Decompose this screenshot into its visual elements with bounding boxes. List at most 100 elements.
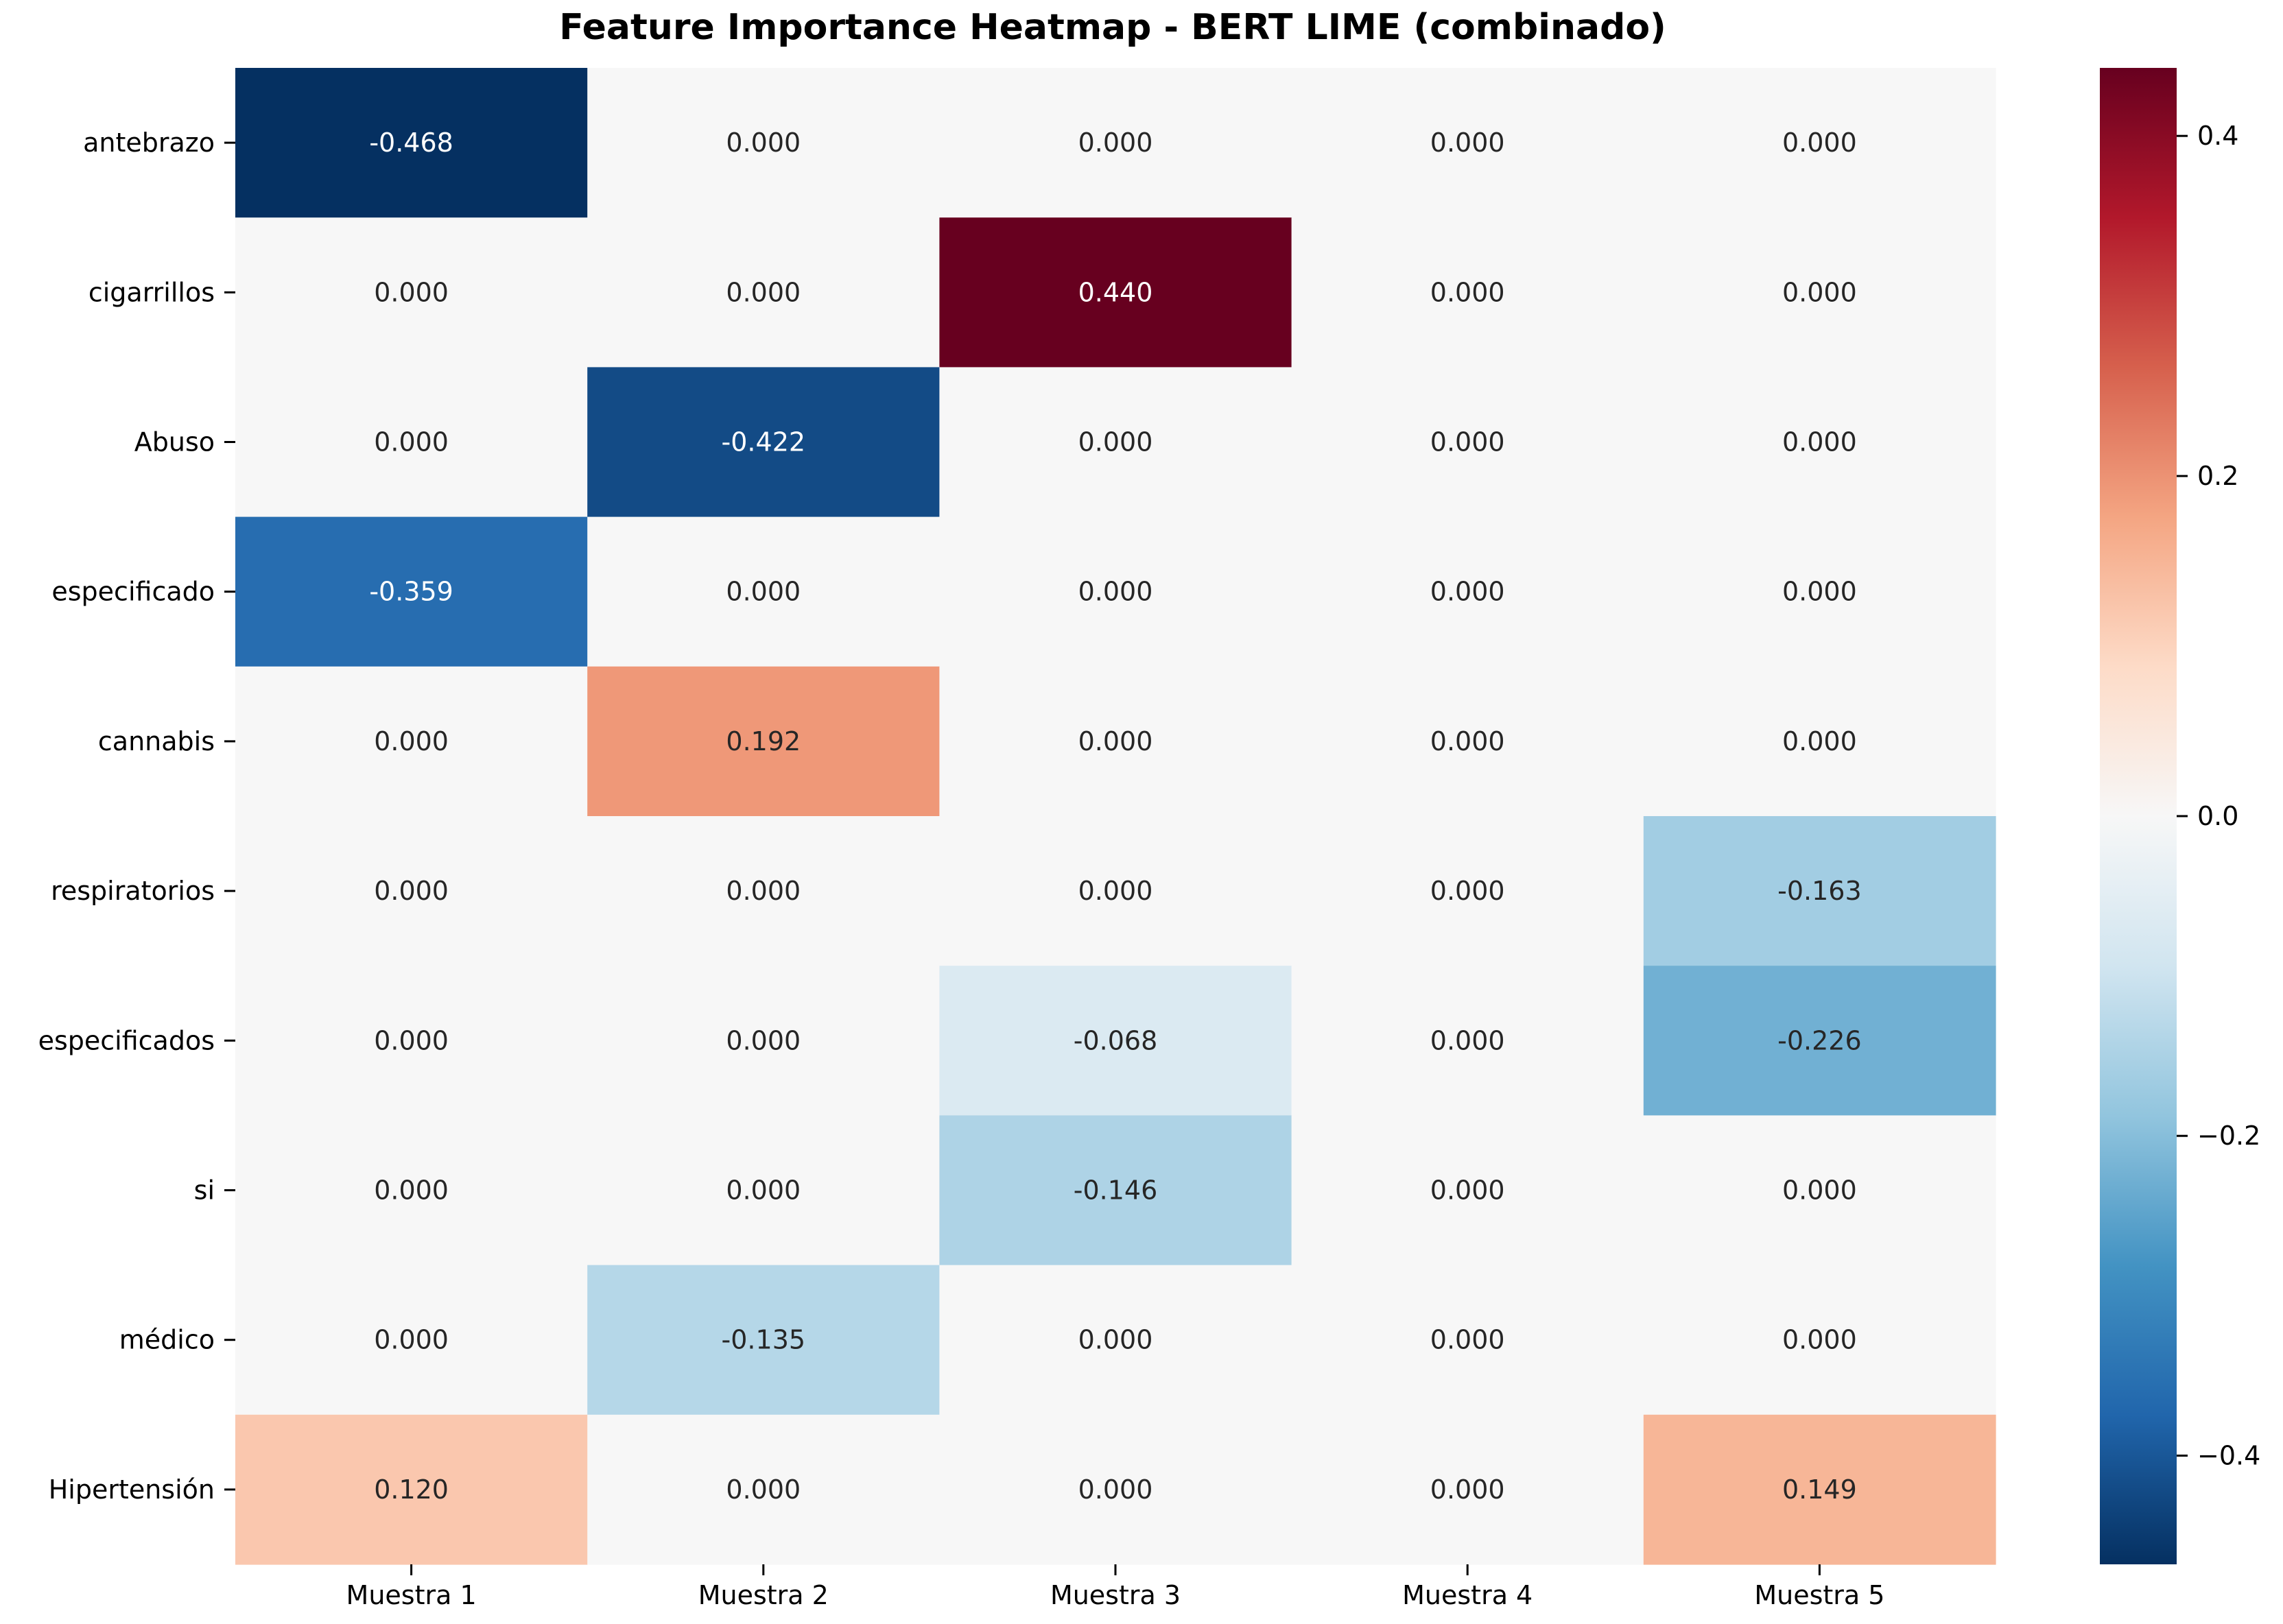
cell-value-label: 0.000 xyxy=(1430,1175,1505,1206)
cell-value-label: -0.163 xyxy=(1777,876,1862,906)
y-tick-label: si xyxy=(194,1175,215,1206)
heatmap-cell xyxy=(939,217,1292,368)
cell-value-label: 0.000 xyxy=(1782,427,1857,457)
heatmap-cell xyxy=(939,816,1292,966)
heatmap-cell xyxy=(1291,367,1644,518)
colorbar-tick-label: −0.4 xyxy=(2197,1440,2260,1470)
cell-value-label: 0.000 xyxy=(726,1175,801,1206)
cell-value-label: 0.000 xyxy=(1430,1325,1505,1355)
cell-value-label: -0.468 xyxy=(369,128,453,158)
heatmap-cell xyxy=(1643,516,1996,667)
heatmap-cell xyxy=(1643,217,1996,368)
heatmap-cell xyxy=(587,816,940,966)
heatmap-cell xyxy=(939,367,1292,518)
heatmap-cell xyxy=(1291,217,1644,368)
heatmap-cell xyxy=(1643,1115,1996,1266)
cell-value-label: 0.000 xyxy=(1078,128,1153,158)
cell-value-label: 0.000 xyxy=(374,1025,449,1055)
cell-value-label: -0.422 xyxy=(722,427,806,457)
heatmap-cell xyxy=(1291,1414,1644,1565)
heatmap-cell xyxy=(939,68,1292,218)
y-tick-label: respiratorios xyxy=(51,876,215,906)
heatmap-cell xyxy=(235,1414,588,1565)
cell-value-label: 0.120 xyxy=(374,1474,449,1505)
cell-value-label: 0.000 xyxy=(726,277,801,307)
heatmap-cell xyxy=(1643,68,1996,218)
cell-value-label: 0.000 xyxy=(1078,427,1153,457)
heatmap-cell xyxy=(587,666,940,817)
cell-value-label: 0.000 xyxy=(1430,277,1505,307)
cell-value-label: 0.000 xyxy=(1782,1325,1857,1355)
x-tick-label: Muestra 4 xyxy=(1402,1580,1533,1610)
cell-value-label: 0.149 xyxy=(1782,1474,1857,1505)
heatmap-cell xyxy=(1643,1414,1996,1565)
heatmap-cell xyxy=(1291,816,1644,966)
y-tick-label: Hipertensión xyxy=(49,1474,215,1505)
heatmap-cell xyxy=(235,816,588,966)
heatmap-cell xyxy=(235,367,588,518)
cell-value-label: 0.000 xyxy=(1078,577,1153,607)
cell-value-label: 0.000 xyxy=(1782,277,1857,307)
heatmap-cells xyxy=(235,68,1996,1565)
cell-value-label: 0.000 xyxy=(1430,1025,1505,1055)
cell-value-label: 0.000 xyxy=(1782,726,1857,756)
x-tick-label: Muestra 2 xyxy=(698,1580,829,1610)
cell-value-label: 0.000 xyxy=(726,876,801,906)
cell-value-label: 0.000 xyxy=(374,726,449,756)
colorbar-tick-label: 0.4 xyxy=(2197,121,2238,151)
cell-value-label: 0.000 xyxy=(1782,1175,1857,1206)
x-axis: Muestra 1 Muestra 2 Muestra 3 Muestra 4 Mues… xyxy=(346,1564,1884,1610)
chart-title: Feature Importance Heatmap - BERT LIME (… xyxy=(559,7,1666,48)
cell-value-label: 0.440 xyxy=(1078,277,1153,307)
heatmap-cell xyxy=(1643,966,1996,1116)
heatmap-cell xyxy=(235,966,588,1116)
cell-value-label: -0.226 xyxy=(1777,1025,1862,1055)
cell-value-label: 0.000 xyxy=(374,1325,449,1355)
heatmap-cell xyxy=(587,367,940,518)
heatmap-cell xyxy=(939,1265,1292,1416)
y-tick-label: antebrazo xyxy=(83,128,215,158)
heatmap-cell xyxy=(587,1414,940,1565)
heatmap-cell xyxy=(1643,666,1996,817)
heatmap-cell xyxy=(235,666,588,817)
heatmap-cell xyxy=(939,1115,1292,1266)
heatmap-cell xyxy=(939,1414,1292,1565)
cell-value-label: 0.000 xyxy=(1430,726,1505,756)
cell-value-label: 0.000 xyxy=(1078,876,1153,906)
cell-value-label: 0.000 xyxy=(1430,427,1505,457)
cell-value-label: 0.000 xyxy=(1782,128,1857,158)
y-tick-label: Abuso xyxy=(134,427,215,457)
cell-value-label: 0.000 xyxy=(1430,128,1505,158)
heatmap-cell xyxy=(1291,666,1644,817)
cell-value-label: 0.000 xyxy=(374,277,449,307)
cell-value-label: 0.000 xyxy=(1430,577,1505,607)
cell-value-label: 0.000 xyxy=(1782,577,1857,607)
cell-value-label: -0.135 xyxy=(722,1325,806,1355)
cell-value-label: 0.000 xyxy=(726,1025,801,1055)
heatmap-cell xyxy=(587,966,940,1116)
y-tick-label: especificado xyxy=(51,577,215,607)
cell-value-label: 0.000 xyxy=(1430,876,1505,906)
heatmap-cell xyxy=(1291,1265,1644,1416)
heatmap-cell xyxy=(587,68,940,218)
heatmap-cell xyxy=(235,516,588,667)
cell-value-label: -0.146 xyxy=(1074,1175,1158,1206)
cell-value-label: 0.000 xyxy=(726,577,801,607)
cell-value-label: 0.000 xyxy=(1078,726,1153,756)
y-tick-label: cigarrillos xyxy=(88,277,215,307)
heatmap-cell xyxy=(939,516,1292,667)
cell-value-label: 0.000 xyxy=(374,427,449,457)
cell-value-label: 0.192 xyxy=(726,726,801,756)
y-tick-label: cannabis xyxy=(98,726,215,756)
cell-value-label: 0.000 xyxy=(1430,1474,1505,1505)
heatmap-cell xyxy=(1643,1265,1996,1416)
x-tick-label: Muestra 5 xyxy=(1754,1580,1884,1610)
heatmap-cell xyxy=(1291,516,1644,667)
cell-value-label: 0.000 xyxy=(374,876,449,906)
heatmap-cell xyxy=(235,1265,588,1416)
heatmap-cell xyxy=(235,1115,588,1266)
heatmap-cell xyxy=(939,966,1292,1116)
colorbar-tick-label: 0.0 xyxy=(2197,801,2238,831)
x-tick-label: Muestra 3 xyxy=(1050,1580,1181,1610)
heatmap-cell xyxy=(235,217,588,368)
